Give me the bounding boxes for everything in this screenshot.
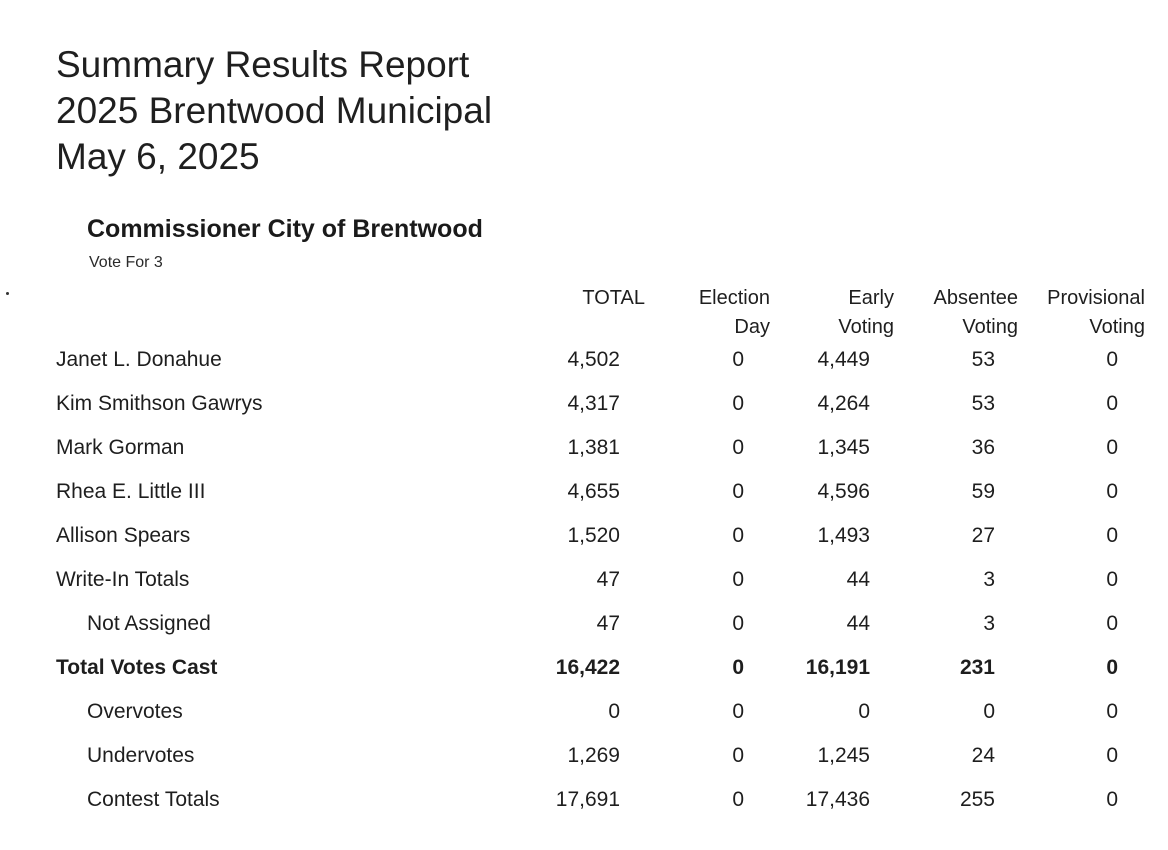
column-header-provisional-voting-line-2: Voting	[1089, 316, 1145, 338]
early-voting-votes: 44	[846, 612, 870, 635]
early-voting-votes: 4,596	[817, 480, 870, 503]
early-voting-votes: 1,345	[817, 436, 870, 459]
column-header-early-voting: Early Voting	[838, 284, 894, 342]
election-day-votes: 0	[732, 656, 744, 679]
row-label: Not Assigned	[87, 612, 211, 635]
table-row-undervotes: Undervotes 1,269 0 1,245 24 0	[0, 743, 1168, 787]
table-row-total-votes-cast: Total Votes Cast 16,422 0 16,191 231 0	[0, 655, 1168, 699]
contest-name: Commissioner City of Brentwood	[87, 215, 483, 243]
total-votes: 1,269	[567, 744, 620, 767]
election-day-votes: 0	[732, 436, 744, 459]
absentee-voting-votes: 231	[959, 656, 995, 679]
provisional-voting-votes: 0	[1106, 480, 1118, 503]
absentee-voting-votes: 36	[971, 436, 995, 459]
absentee-voting-votes: 53	[971, 348, 995, 371]
column-header-absentee-voting: Absentee Voting	[933, 284, 1018, 342]
absentee-voting-votes: 3	[983, 568, 995, 591]
candidate-name: Allison Spears	[56, 524, 191, 547]
election-day-votes: 0	[732, 348, 744, 371]
total-votes: 4,317	[567, 392, 620, 415]
provisional-voting-votes: 0	[1106, 700, 1118, 723]
candidate-name: Kim Smithson Gawrys	[56, 392, 263, 415]
total-votes: 4,502	[567, 348, 620, 371]
report-title: Summary Results Report 2025 Brentwood Mu…	[56, 42, 492, 180]
total-votes: 4,655	[567, 480, 620, 503]
absentee-voting-votes: 24	[971, 744, 995, 767]
provisional-voting-votes: 0	[1106, 348, 1118, 371]
stray-mark	[6, 292, 9, 295]
election-day-votes: 0	[732, 524, 744, 547]
column-header-total: TOTAL	[582, 284, 645, 313]
election-day-votes: 0	[732, 568, 744, 591]
provisional-voting-votes: 0	[1106, 788, 1118, 811]
total-votes: 47	[596, 568, 620, 591]
candidate-name: Janet L. Donahue	[56, 348, 222, 371]
row-label: Overvotes	[87, 700, 183, 723]
table-row-not-assigned: Not Assigned 47 0 44 3 0	[0, 611, 1168, 655]
total-votes: 47	[596, 612, 620, 635]
election-day-votes: 0	[732, 612, 744, 635]
column-header-election-day: Election Day	[699, 284, 770, 342]
provisional-voting-votes: 0	[1106, 436, 1118, 459]
total-votes: 1,520	[567, 524, 620, 547]
table-row-contest-totals: Contest Totals 17,691 0 17,436 255 0	[0, 787, 1168, 831]
table-row-write-in-totals: Write-In Totals 47 0 44 3 0	[0, 567, 1168, 611]
column-header-absentee-voting-line-2: Voting	[962, 316, 1018, 338]
report-title-line-1: Summary Results Report	[56, 44, 470, 85]
row-label: Total Votes Cast	[56, 656, 218, 679]
column-header-provisional-voting: Provisional Voting	[1047, 284, 1145, 342]
provisional-voting-votes: 0	[1106, 392, 1118, 415]
absentee-voting-votes: 0	[983, 700, 995, 723]
provisional-voting-votes: 0	[1106, 744, 1118, 767]
column-header-early-voting-line-2: Voting	[838, 316, 894, 338]
early-voting-votes: 16,191	[805, 656, 870, 679]
election-day-votes: 0	[732, 788, 744, 811]
total-votes: 17,691	[555, 788, 620, 811]
absentee-voting-votes: 3	[983, 612, 995, 635]
provisional-voting-votes: 0	[1106, 568, 1118, 591]
table-row-overvotes: Overvotes 0 0 0 0 0	[0, 699, 1168, 743]
column-header-provisional-voting-line-1: Provisional	[1047, 287, 1145, 309]
absentee-voting-votes: 27	[971, 524, 995, 547]
column-header-total-label: TOTAL	[582, 287, 645, 309]
candidate-name: Mark Gorman	[56, 436, 185, 459]
row-label: Contest Totals	[87, 788, 220, 811]
early-voting-votes: 44	[846, 568, 870, 591]
total-votes: 1,381	[567, 436, 620, 459]
total-votes: 16,422	[555, 656, 620, 679]
column-header-election-day-line-2: Day	[734, 316, 770, 338]
report-date: May 6, 2025	[56, 136, 260, 177]
early-voting-votes: 1,245	[817, 744, 870, 767]
absentee-voting-votes: 59	[971, 480, 995, 503]
column-header-early-voting-line-1: Early	[848, 287, 894, 309]
early-voting-votes: 17,436	[805, 788, 870, 811]
early-voting-votes: 4,449	[817, 348, 870, 371]
provisional-voting-votes: 0	[1106, 612, 1118, 635]
candidate-name: Rhea E. Little III	[56, 480, 206, 503]
election-day-votes: 0	[732, 392, 744, 415]
provisional-voting-votes: 0	[1106, 524, 1118, 547]
election-day-votes: 0	[732, 480, 744, 503]
election-day-votes: 0	[732, 700, 744, 723]
row-label: Write-In Totals	[56, 568, 190, 591]
provisional-voting-votes: 0	[1106, 656, 1118, 679]
column-header-election-day-line-1: Election	[698, 287, 770, 309]
absentee-voting-votes: 255	[959, 788, 995, 811]
vote-for-note: Vote For 3	[89, 254, 163, 271]
absentee-voting-votes: 53	[971, 392, 995, 415]
table-row-rhea-e-little-iii: Rhea E. Little III 4,655 0 4,596 59 0	[0, 479, 1168, 523]
early-voting-votes: 1,493	[817, 524, 870, 547]
early-voting-votes: 0	[858, 700, 870, 723]
row-label: Undervotes	[87, 744, 195, 767]
table-row-mark-gorman: Mark Gorman 1,381 0 1,345 36 0	[0, 435, 1168, 479]
total-votes: 0	[608, 700, 620, 723]
table-row-janet-l-donahue: Janet L. Donahue 4,502 0 4,449 53 0	[0, 347, 1168, 391]
early-voting-votes: 4,264	[817, 392, 870, 415]
column-header-absentee-voting-line-1: Absentee	[933, 287, 1018, 309]
table-row-allison-spears: Allison Spears 1,520 0 1,493 27 0	[0, 523, 1168, 567]
table-row-kim-smithson-gawrys: Kim Smithson Gawrys 4,317 0 4,264 53 0	[0, 391, 1168, 435]
election-day-votes: 0	[732, 744, 744, 767]
report-title-line-2: 2025 Brentwood Municipal	[56, 90, 493, 131]
